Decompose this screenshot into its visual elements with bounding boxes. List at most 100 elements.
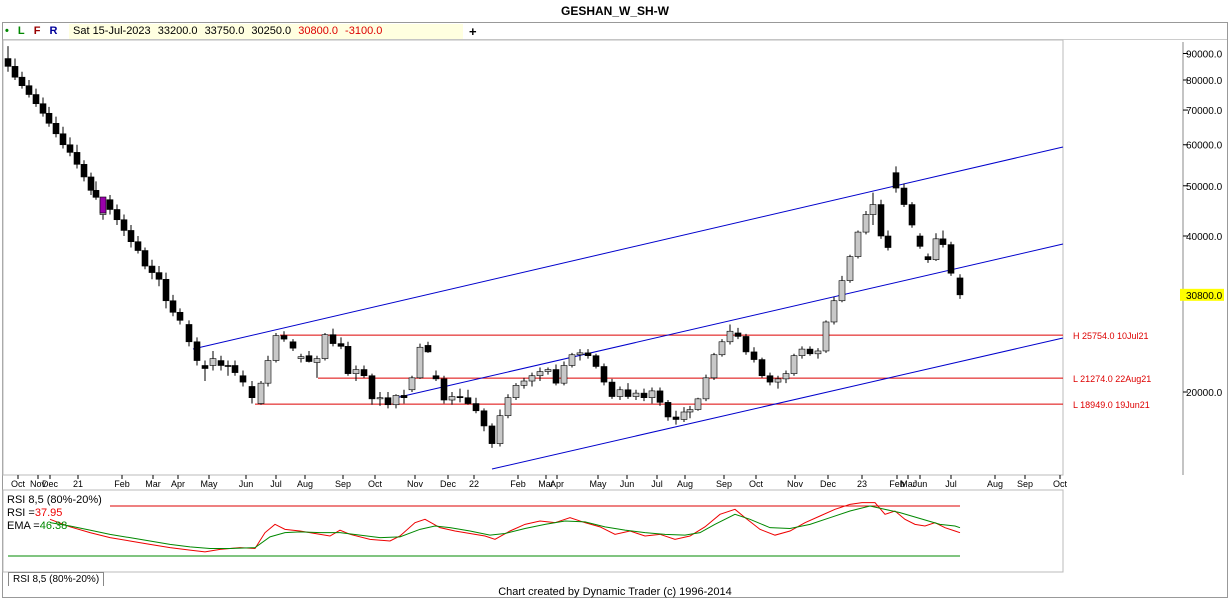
candle-body [552, 369, 560, 384]
candle-body [92, 190, 100, 198]
x-tick-label: Mar [900, 479, 916, 489]
channel-upper [192, 146, 1064, 350]
candle-body [272, 335, 280, 361]
candle-body [640, 392, 648, 398]
candle-body [774, 378, 782, 383]
candle-body [456, 396, 464, 398]
candle-body [916, 235, 924, 247]
l-button[interactable]: L [17, 25, 25, 37]
x-tick-label: Oct [1053, 479, 1068, 489]
candle-body [169, 300, 177, 313]
candle-body [576, 352, 584, 356]
candle-body [368, 375, 376, 400]
x-tick-label: May [200, 479, 218, 489]
candle-body [932, 238, 940, 261]
x-tick-label: 21 [73, 479, 83, 489]
footer-credit: Chart created by Dynamic Trader (c) 1996… [498, 586, 732, 598]
f-button[interactable]: F [33, 25, 41, 37]
y-tick-label: 50000.0 [1186, 182, 1223, 193]
candle-body [360, 369, 368, 377]
candle-body [66, 144, 74, 153]
candle-body [584, 352, 592, 357]
x-tick-label: Nov [30, 479, 47, 489]
candle-body [900, 187, 908, 205]
x-tick-label: May [589, 479, 607, 489]
x-tick-label: 23 [857, 479, 867, 489]
x-tick-label: Dec [42, 479, 59, 489]
x-tick-label: Sep [716, 479, 732, 489]
candle-body [352, 369, 360, 374]
candle-body [11, 66, 19, 78]
x-tick-label: Feb [510, 479, 526, 489]
candle-body [908, 204, 916, 226]
candle-body [806, 348, 814, 355]
candle-body [185, 324, 193, 343]
x-tick-label: Jul [945, 479, 957, 489]
candle-body [560, 365, 568, 384]
candle-body [432, 375, 440, 380]
rsi-panel-name: RSI 8,5 (80%-20%) [7, 494, 102, 506]
rsi-panel-border [2, 489, 1064, 573]
add-icon[interactable]: + [469, 24, 477, 39]
candle-body [176, 311, 184, 321]
candle-body [106, 199, 114, 210]
rsi-legend: RSI 8,5 (80%-20%) RSI =37.95 EMA =46.38 [7, 494, 102, 533]
candle-body [877, 204, 885, 237]
x-tick-label: Jun [239, 479, 254, 489]
candle-body [217, 360, 225, 366]
x-tick-label: 22 [469, 479, 479, 489]
candle-body [750, 351, 758, 360]
candle-body [616, 389, 624, 397]
candle-body [939, 238, 947, 245]
candle-body [947, 244, 955, 274]
ohlc-info-bar: Sat 15-Jul-2023 33200.0 33750.0 30250.0 … [69, 24, 463, 39]
candle-body [710, 354, 718, 379]
x-tick-label: Mar [538, 479, 554, 489]
candle-body [39, 103, 47, 114]
candle-body [536, 371, 544, 377]
level-label: L 18949.0 19Jun21 [1073, 400, 1150, 410]
candle-body [120, 219, 128, 231]
candle-body [592, 355, 600, 367]
candle-body [209, 358, 217, 366]
candle-body [297, 356, 305, 359]
candle-body [568, 354, 576, 366]
x-tick-label: Jun [913, 479, 928, 489]
candle-body [4, 58, 12, 67]
candle-body [408, 377, 416, 391]
candle-body [656, 390, 664, 403]
candle-body [344, 346, 352, 374]
price-panel-border [2, 39, 1064, 476]
candle-body [528, 375, 536, 382]
rsi-tab[interactable]: RSI 8,5 (80%-20%) [8, 572, 105, 586]
candle-body [680, 411, 688, 420]
candle-body [224, 365, 232, 367]
candle-body [624, 389, 632, 397]
y-tick-label: 40000.0 [1186, 232, 1223, 243]
candle-body [814, 350, 822, 355]
candle-body [758, 359, 766, 377]
candle-body [305, 355, 313, 362]
bar-open: 33200.0 [157, 25, 198, 37]
candle-body [702, 377, 710, 400]
x-tick-label: Nov [787, 479, 804, 489]
x-tick-label: Aug [987, 479, 1003, 489]
rsi-label: RSI = [7, 507, 35, 519]
candle-body [632, 392, 640, 397]
candle-body [231, 365, 239, 373]
y-tick-label: 90000.0 [1186, 49, 1223, 60]
candle-body [162, 278, 170, 302]
candle-body [376, 397, 384, 400]
candle-body [73, 152, 81, 165]
candle-body [822, 321, 830, 352]
candle-body [25, 85, 33, 95]
x-tick-label: Dec [440, 479, 457, 489]
r-button[interactable]: R [49, 25, 58, 37]
candle-body [544, 369, 552, 372]
status-dot[interactable]: • [5, 25, 9, 37]
candle-body [694, 398, 702, 410]
candle-body [956, 277, 964, 296]
ema-label: EMA = [7, 520, 40, 532]
candle-body [148, 265, 156, 273]
